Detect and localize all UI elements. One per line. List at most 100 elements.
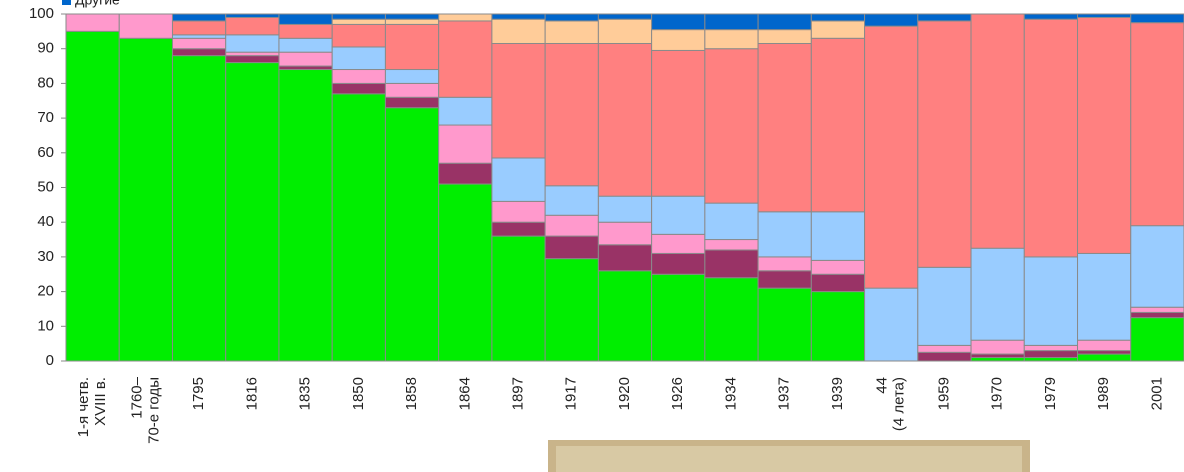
bar-segment <box>1078 354 1131 361</box>
bar-segment <box>385 14 438 19</box>
bar-segment <box>1078 14 1131 17</box>
bar-segment <box>971 14 1024 248</box>
bar-segment <box>1078 17 1131 253</box>
bar-segment <box>119 14 172 38</box>
x-tick-label: 1864 <box>456 377 473 410</box>
bar-segment <box>811 260 864 274</box>
bar-segment <box>918 267 971 345</box>
x-tick-label: 70-е годы <box>145 377 162 444</box>
bar-segment <box>545 14 598 21</box>
bar-segment <box>1131 307 1184 312</box>
bar-segment <box>545 186 598 215</box>
bar-segment <box>598 14 651 19</box>
x-tick-label: 1858 <box>403 377 420 410</box>
y-tick-label: 30 <box>37 248 54 265</box>
x-tick-label: 1816 <box>243 377 260 410</box>
x-tick-label: 1989 <box>1095 377 1112 410</box>
x-tick-label: 1959 <box>935 377 952 410</box>
bar-segment <box>1131 226 1184 308</box>
bar-segment <box>758 257 811 271</box>
bar-segment <box>279 14 332 24</box>
x-tick-label: 1835 <box>297 377 314 410</box>
bar-segment <box>758 43 811 211</box>
bar-segment <box>279 52 332 66</box>
bar-segment <box>385 24 438 69</box>
bar-segment <box>811 38 864 212</box>
bar-segment <box>652 234 705 253</box>
legend-swatch <box>62 0 71 5</box>
bar-segment <box>811 274 864 291</box>
bar-segment <box>439 125 492 163</box>
y-tick-label: 50 <box>37 178 54 195</box>
bar-segment <box>705 30 758 49</box>
bar-segment <box>172 38 225 48</box>
bar-segment <box>1078 253 1131 340</box>
bar-segment <box>492 201 545 222</box>
x-tick-label: 1760– <box>128 376 145 418</box>
bar-segment <box>226 35 279 52</box>
x-tick-label: 1920 <box>616 377 633 410</box>
x-tick-label: (4 лета) <box>891 377 908 431</box>
bar-segment <box>172 21 225 35</box>
bar-segment <box>545 259 598 361</box>
bar-segment <box>758 288 811 361</box>
x-tick-label: XVIII в. <box>92 377 109 426</box>
bar-segment <box>811 21 864 38</box>
bar-segment <box>385 70 438 84</box>
bar-segment <box>279 70 332 361</box>
bar-segment <box>1024 19 1077 257</box>
bar-segment <box>492 222 545 236</box>
bar-segment <box>332 94 385 361</box>
bar-segment <box>865 26 918 288</box>
bar-segment <box>439 163 492 184</box>
x-tick-label: 1937 <box>776 377 793 410</box>
bar-segment <box>385 19 438 24</box>
y-tick-label: 70 <box>37 109 54 126</box>
bar-segment <box>652 253 705 274</box>
bar-segment <box>811 212 864 261</box>
bar-segment <box>652 14 705 30</box>
bar-segment <box>385 108 438 361</box>
x-tick-label: 1897 <box>509 377 526 410</box>
bar-segment <box>1131 23 1184 226</box>
bar-segment <box>918 345 971 352</box>
bar-segment <box>332 83 385 93</box>
bar-segment <box>705 49 758 203</box>
bar-segment <box>918 21 971 267</box>
bar-segment <box>332 24 385 47</box>
bar-segment <box>971 358 1024 361</box>
bar-segment <box>758 212 811 257</box>
x-tick-label: 1926 <box>669 377 686 410</box>
chart: 01020304050607080901001-я четв.XVIII в.1… <box>0 0 1184 472</box>
bar-segment <box>226 14 279 17</box>
y-tick-label: 0 <box>46 352 54 369</box>
bar-segment <box>1024 358 1077 361</box>
bar-segment <box>226 56 279 63</box>
y-tick-label: 10 <box>37 317 54 334</box>
legend-label: Другие <box>75 0 120 8</box>
y-tick-label: 80 <box>37 74 54 91</box>
bar-segment <box>385 97 438 107</box>
bar-segment <box>172 56 225 361</box>
bar-segment <box>279 24 332 38</box>
bar-segment <box>1131 312 1184 317</box>
bar-segment <box>758 30 811 44</box>
y-tick-label: 90 <box>37 40 54 57</box>
bar-segment <box>705 203 758 239</box>
y-tick-label: 20 <box>37 283 54 300</box>
x-tick-label: 1970 <box>989 377 1006 410</box>
bar-segment <box>66 31 119 361</box>
bar-segment <box>332 70 385 84</box>
x-tick-label: 1979 <box>1042 377 1059 410</box>
bar-segment <box>439 97 492 125</box>
bar-segment <box>652 196 705 234</box>
bar-segment <box>865 14 918 26</box>
x-tick-label: 44 <box>874 377 891 394</box>
bar-segment <box>492 236 545 361</box>
bar-segment <box>332 14 385 19</box>
bar-segment <box>545 21 598 44</box>
bar-segment <box>811 292 864 361</box>
bar-segment <box>705 250 758 278</box>
photo-inner <box>556 446 1022 472</box>
bar-segment <box>492 158 545 201</box>
